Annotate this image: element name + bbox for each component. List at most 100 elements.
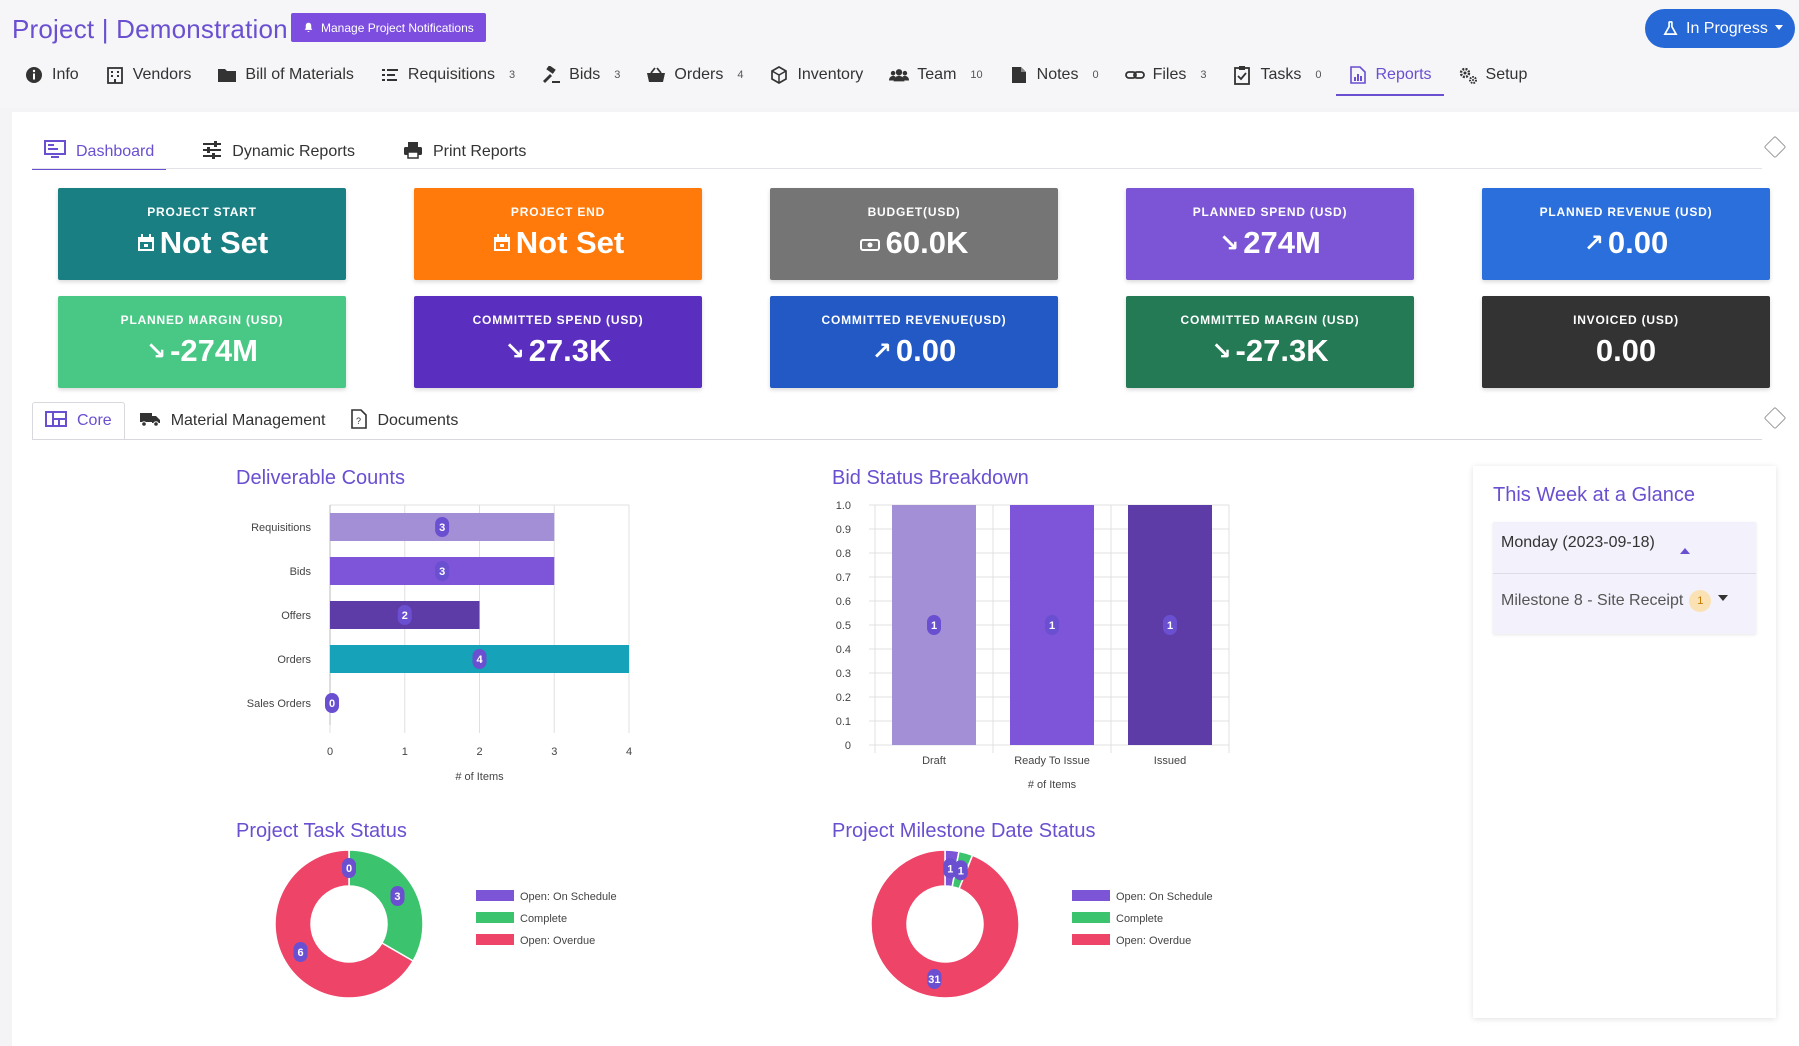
x-tick-label: Draft [922, 755, 946, 767]
svg-text:?: ? [356, 416, 361, 426]
kpi-card-value-text: -27.3K [1235, 333, 1329, 368]
pie-slice [274, 849, 415, 999]
deliverable-counts-chart: 0 1 2 3 4 Requisitions 3 Bids 3 Offers 2 Orders 4 Sal… [247, 504, 632, 783]
kpi-card-label: COMMITTED MARGIN (USD) [1180, 313, 1360, 327]
data-label: 2 [402, 610, 408, 622]
data-label-badge [325, 693, 339, 713]
kpi-card-label: PLANNED MARGIN (USD) [120, 313, 284, 327]
data-label: 0 [329, 698, 335, 710]
kpi-card-value-text: 0.00 [895, 333, 957, 368]
data-label: 1 [1167, 620, 1173, 632]
nav-tab-bill-of-materials[interactable]: Bill of Materials [217, 58, 354, 92]
nav-tab-inventory[interactable]: Inventory [769, 58, 863, 92]
glance-milestone-item[interactable]: Milestone 8 - Site Receipt 1 [1501, 590, 1712, 612]
section-tab-material-management[interactable]: Material Management [127, 402, 338, 440]
nav-tab-count: 0 [1315, 69, 1322, 81]
y-tick-label: 0.6 [836, 596, 851, 608]
pie-slice [870, 849, 1020, 999]
chart-title-bid-status: Bid Status Breakdown [832, 467, 1029, 489]
section-tab-documents[interactable]: ? Documents [339, 402, 470, 440]
nav-tab-info[interactable]: Info [24, 58, 79, 92]
nav-tab-tasks[interactable]: Tasks 0 [1232, 58, 1322, 92]
kpi-card-value: ↘ -274M [58, 333, 346, 369]
chevron-down-icon[interactable] [1718, 595, 1728, 601]
gavel-icon [541, 65, 561, 85]
users-icon [889, 65, 910, 85]
glance-day-label: Monday (2023-09-18) [1501, 534, 1655, 551]
chart-title-milestone-status: Project Milestone Date Status [832, 820, 1096, 842]
nav-tab-reports[interactable]: Reports [1335, 58, 1444, 96]
nav-tab-label: Bids [569, 66, 601, 83]
nav-tab-count: 3 [509, 69, 516, 81]
folder-icon [217, 65, 237, 85]
kpi-card-value: ↘ 274M [1126, 225, 1414, 261]
link-icon [1124, 65, 1145, 85]
nav-tab-setup[interactable]: Setup [1458, 58, 1527, 92]
kpi-card-value-text: 27.3K [528, 333, 612, 368]
nav-tab-label: Files [1152, 66, 1187, 83]
nav-tab-vendors[interactable]: Vendors [105, 58, 191, 92]
section-tabs: Core Material Management ? Documents [32, 402, 472, 440]
manage-notifications-label: Manage Project Notifications [321, 20, 474, 35]
legend-swatch [476, 912, 514, 923]
chevron-up-icon[interactable] [1680, 548, 1690, 554]
box-icon [769, 65, 789, 85]
x-tick-label: 3 [551, 746, 557, 758]
nav-tab-label: Orders [674, 66, 724, 83]
calendar-icon [492, 225, 512, 261]
kpi-card-value: ↘ -27.3K [1126, 333, 1414, 369]
kpi-card-value-text: 0.00 [1595, 333, 1657, 368]
manage-notifications-button[interactable]: Manage Project Notifications [291, 13, 486, 42]
trend-up-icon: ↗ [1583, 229, 1604, 257]
data-label: 3 [394, 891, 400, 903]
bid-status-chart: 0 0.1 0.2 0.3 0.4 0.5 0.6 0.7 0.8 0.9 1.0 1 Draft 1 Re… [836, 500, 1230, 791]
report-icon [1348, 65, 1368, 85]
data-label: 1 [931, 620, 937, 632]
glance-title: This Week at a Glance [1493, 484, 1695, 506]
subtab-dashboard[interactable]: Dashboard [32, 136, 167, 170]
y-tick-label: Offers [281, 610, 311, 622]
nav-tab-team[interactable]: Team 10 [889, 58, 983, 92]
y-tick-label: 0 [845, 740, 851, 752]
legend-label: Open: Overdue [520, 935, 595, 947]
nav-tab-bids[interactable]: Bids 3 [541, 58, 620, 92]
x-tick-label: 0 [327, 746, 333, 758]
subtab-print-reports[interactable]: Print Reports [391, 136, 538, 168]
y-tick-label: 0.5 [836, 620, 851, 632]
subtab-dynamic-reports[interactable]: Dynamic Reports [190, 136, 367, 168]
trend-down-icon: ↘ [504, 337, 525, 365]
nav-tab-count: 3 [614, 69, 621, 81]
y-tick-label: 0.7 [836, 572, 851, 584]
nav-tab-count: 4 [737, 69, 744, 81]
legend-swatch [1072, 912, 1110, 923]
data-label: 1 [958, 865, 964, 877]
legend-swatch [1072, 934, 1110, 945]
basket-icon [646, 65, 666, 85]
data-label: 31 [928, 974, 940, 986]
y-tick-label: Sales Orders [247, 698, 312, 710]
chart-title-task-status: Project Task Status [236, 820, 407, 842]
x-tick-label: Ready To Issue [1014, 755, 1090, 767]
nav-tab-notes[interactable]: Notes 0 [1009, 58, 1099, 92]
nav-tab-label: Reports [1375, 66, 1432, 83]
nav-tab-orders[interactable]: Orders 4 [646, 58, 743, 92]
nav-tab-requisitions[interactable]: Requisitions 3 [380, 58, 515, 92]
data-label: 1 [1049, 620, 1055, 632]
building-icon [105, 65, 125, 85]
y-tick-label: 0.4 [836, 644, 851, 656]
kpi-card-value: 0.00 [1482, 333, 1770, 369]
status-dropdown-button[interactable]: In Progress [1645, 9, 1795, 48]
legend-label: Open: On Schedule [520, 891, 617, 903]
y-tick-label: Requisitions [251, 522, 311, 534]
x-axis-label: # of Items [455, 771, 504, 783]
section-tab-core[interactable]: Core [32, 402, 125, 440]
data-label-badge [1163, 615, 1177, 635]
kpi-card-value-text: -274M [170, 333, 258, 368]
y-tick-label: 0.1 [836, 716, 851, 728]
nav-tab-label: Requisitions [407, 66, 496, 83]
nav-tab-files[interactable]: Files 3 [1124, 58, 1206, 92]
project-nav: Info Vendors Bill of Materials Requisiti… [24, 58, 1553, 96]
data-label: 4 [476, 654, 483, 666]
y-tick-label: 0.2 [836, 692, 851, 704]
report-subtabs: Dashboard Dynamic Reports Print Reports [32, 136, 562, 170]
